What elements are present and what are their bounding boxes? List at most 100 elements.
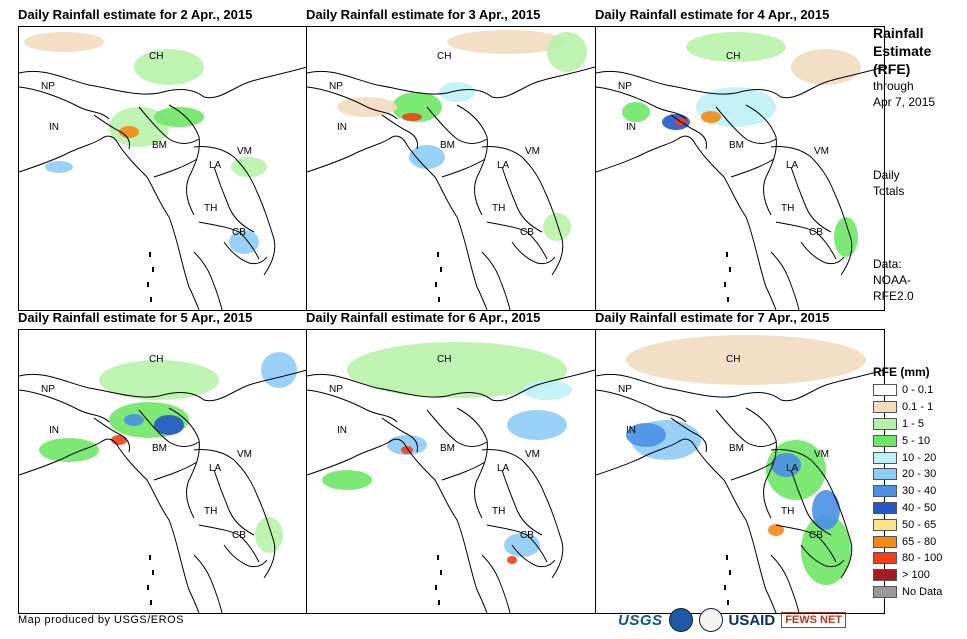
country-border (406, 144, 488, 310)
country-border (198, 221, 260, 260)
country-border (223, 241, 268, 265)
rain-patch (801, 515, 851, 585)
panel-title: Daily Rainfall estimate for 5 Apr., 2015 (18, 310, 253, 325)
legend-label: 5 - 10 (902, 434, 931, 447)
island (150, 600, 152, 605)
map-panel-apr-3: Daily Rainfall estimate for 3 Apr., 2015… (306, 6, 596, 311)
logo-strip: USGS USAID FEWS NET (618, 606, 847, 634)
country-label: CH (726, 51, 740, 62)
country-label: BM (152, 443, 167, 454)
island (726, 252, 728, 257)
country-border (486, 524, 548, 563)
rain-patch (701, 111, 721, 123)
country-label: BM (729, 443, 744, 454)
country-border (198, 524, 260, 563)
legend-label: No Data (902, 585, 943, 598)
rain-patch (134, 49, 204, 85)
sidebar-data-source: NOAA- (873, 273, 912, 287)
country-border (93, 114, 130, 150)
fews-net-logo: FEWS NET (781, 612, 847, 628)
legend-swatch (873, 417, 897, 430)
sidebar-title-line: Rainfall (873, 25, 924, 41)
sidebar-data-label: Data: (873, 257, 902, 271)
rain-patch (791, 49, 861, 85)
island (726, 555, 728, 560)
rain-patch (626, 423, 666, 447)
country-label: VM (525, 449, 540, 460)
sidebar-data-source: RFE2.0 (873, 289, 914, 303)
country-border (381, 417, 418, 453)
legend-swatch (873, 569, 897, 582)
country-border (456, 407, 488, 519)
legend-item: 30 - 40 (873, 483, 967, 500)
country-border (730, 158, 775, 178)
country-label: NP (329, 384, 343, 395)
country-label: CB (232, 227, 246, 238)
country-label: LA (497, 463, 510, 474)
rain-patch (255, 517, 283, 553)
map-panel-apr-2: Daily Rainfall estimate for 2 Apr., 2015… (18, 6, 308, 311)
country-border (213, 166, 255, 233)
panel-title: Daily Rainfall estimate for 4 Apr., 2015 (595, 7, 830, 22)
rain-patch (439, 82, 475, 102)
legend-swatch (873, 451, 897, 464)
rain-patch (626, 335, 866, 385)
rain-patch (39, 438, 99, 462)
country-border (93, 417, 130, 453)
country-label: CH (149, 354, 163, 365)
country-border (19, 438, 120, 476)
legend-label: 1 - 5 (902, 417, 925, 430)
legend-swatch (873, 384, 897, 397)
country-border (501, 166, 543, 233)
country-border (307, 135, 408, 173)
country-label: IN (49, 425, 59, 436)
map-canvas: CH NP IN BM LA VM TH CB (307, 27, 595, 310)
country-label: NP (41, 384, 55, 395)
country-border (670, 417, 707, 453)
island (729, 570, 731, 575)
country-border (19, 86, 110, 120)
panel-title: Daily Rainfall estimate for 7 Apr., 2015 (595, 310, 830, 325)
country-border (193, 146, 276, 276)
legend-item: 5 - 10 (873, 432, 967, 449)
map-credit: Map produced by USGS/EROS (18, 614, 184, 626)
island (149, 555, 151, 560)
country-border (775, 221, 837, 260)
country-border (153, 461, 198, 481)
legend-label: > 100 (902, 569, 930, 582)
map-background (307, 27, 595, 310)
country-border (213, 469, 255, 536)
country-label: TH (492, 506, 505, 517)
country-border (730, 461, 775, 481)
country-label: BM (729, 140, 744, 151)
country-border (715, 106, 777, 144)
country-border (596, 369, 884, 402)
island (440, 267, 442, 272)
island (147, 282, 149, 287)
sidebar-through: through (873, 79, 914, 93)
country-border (596, 389, 687, 423)
country-border (307, 369, 595, 402)
rain-patch (522, 380, 572, 400)
legend-item: 0 - 0.1 (873, 382, 967, 399)
country-label: IN (626, 122, 636, 133)
island (724, 282, 726, 287)
panel-title: Daily Rainfall estimate for 6 Apr., 2015 (306, 310, 541, 325)
rain-patch (768, 524, 784, 536)
map-canvas: CH NP IN BM LA VM TH CB (307, 330, 595, 613)
legend-swatch (873, 468, 897, 481)
country-border (441, 158, 486, 178)
island (440, 570, 442, 575)
rainfall-map: CH NP IN BM LA VM TH CB (18, 329, 308, 614)
country-label: IN (337, 122, 347, 133)
country-border (138, 106, 200, 144)
map-canvas: CH NP IN BM LA VM TH CB (596, 27, 884, 310)
legend-item: No Data (873, 584, 967, 601)
country-border (441, 461, 486, 481)
sidebar-title-block: Rainfall Estimate (RFE) through Apr 7, 2… (873, 24, 935, 110)
country-border (481, 554, 511, 613)
island (438, 600, 440, 605)
sidebar-date: Apr 7, 2015 (873, 95, 936, 109)
rain-patch (261, 352, 297, 388)
sidebar-data-block: Data: NOAA- RFE2.0 (873, 256, 914, 304)
